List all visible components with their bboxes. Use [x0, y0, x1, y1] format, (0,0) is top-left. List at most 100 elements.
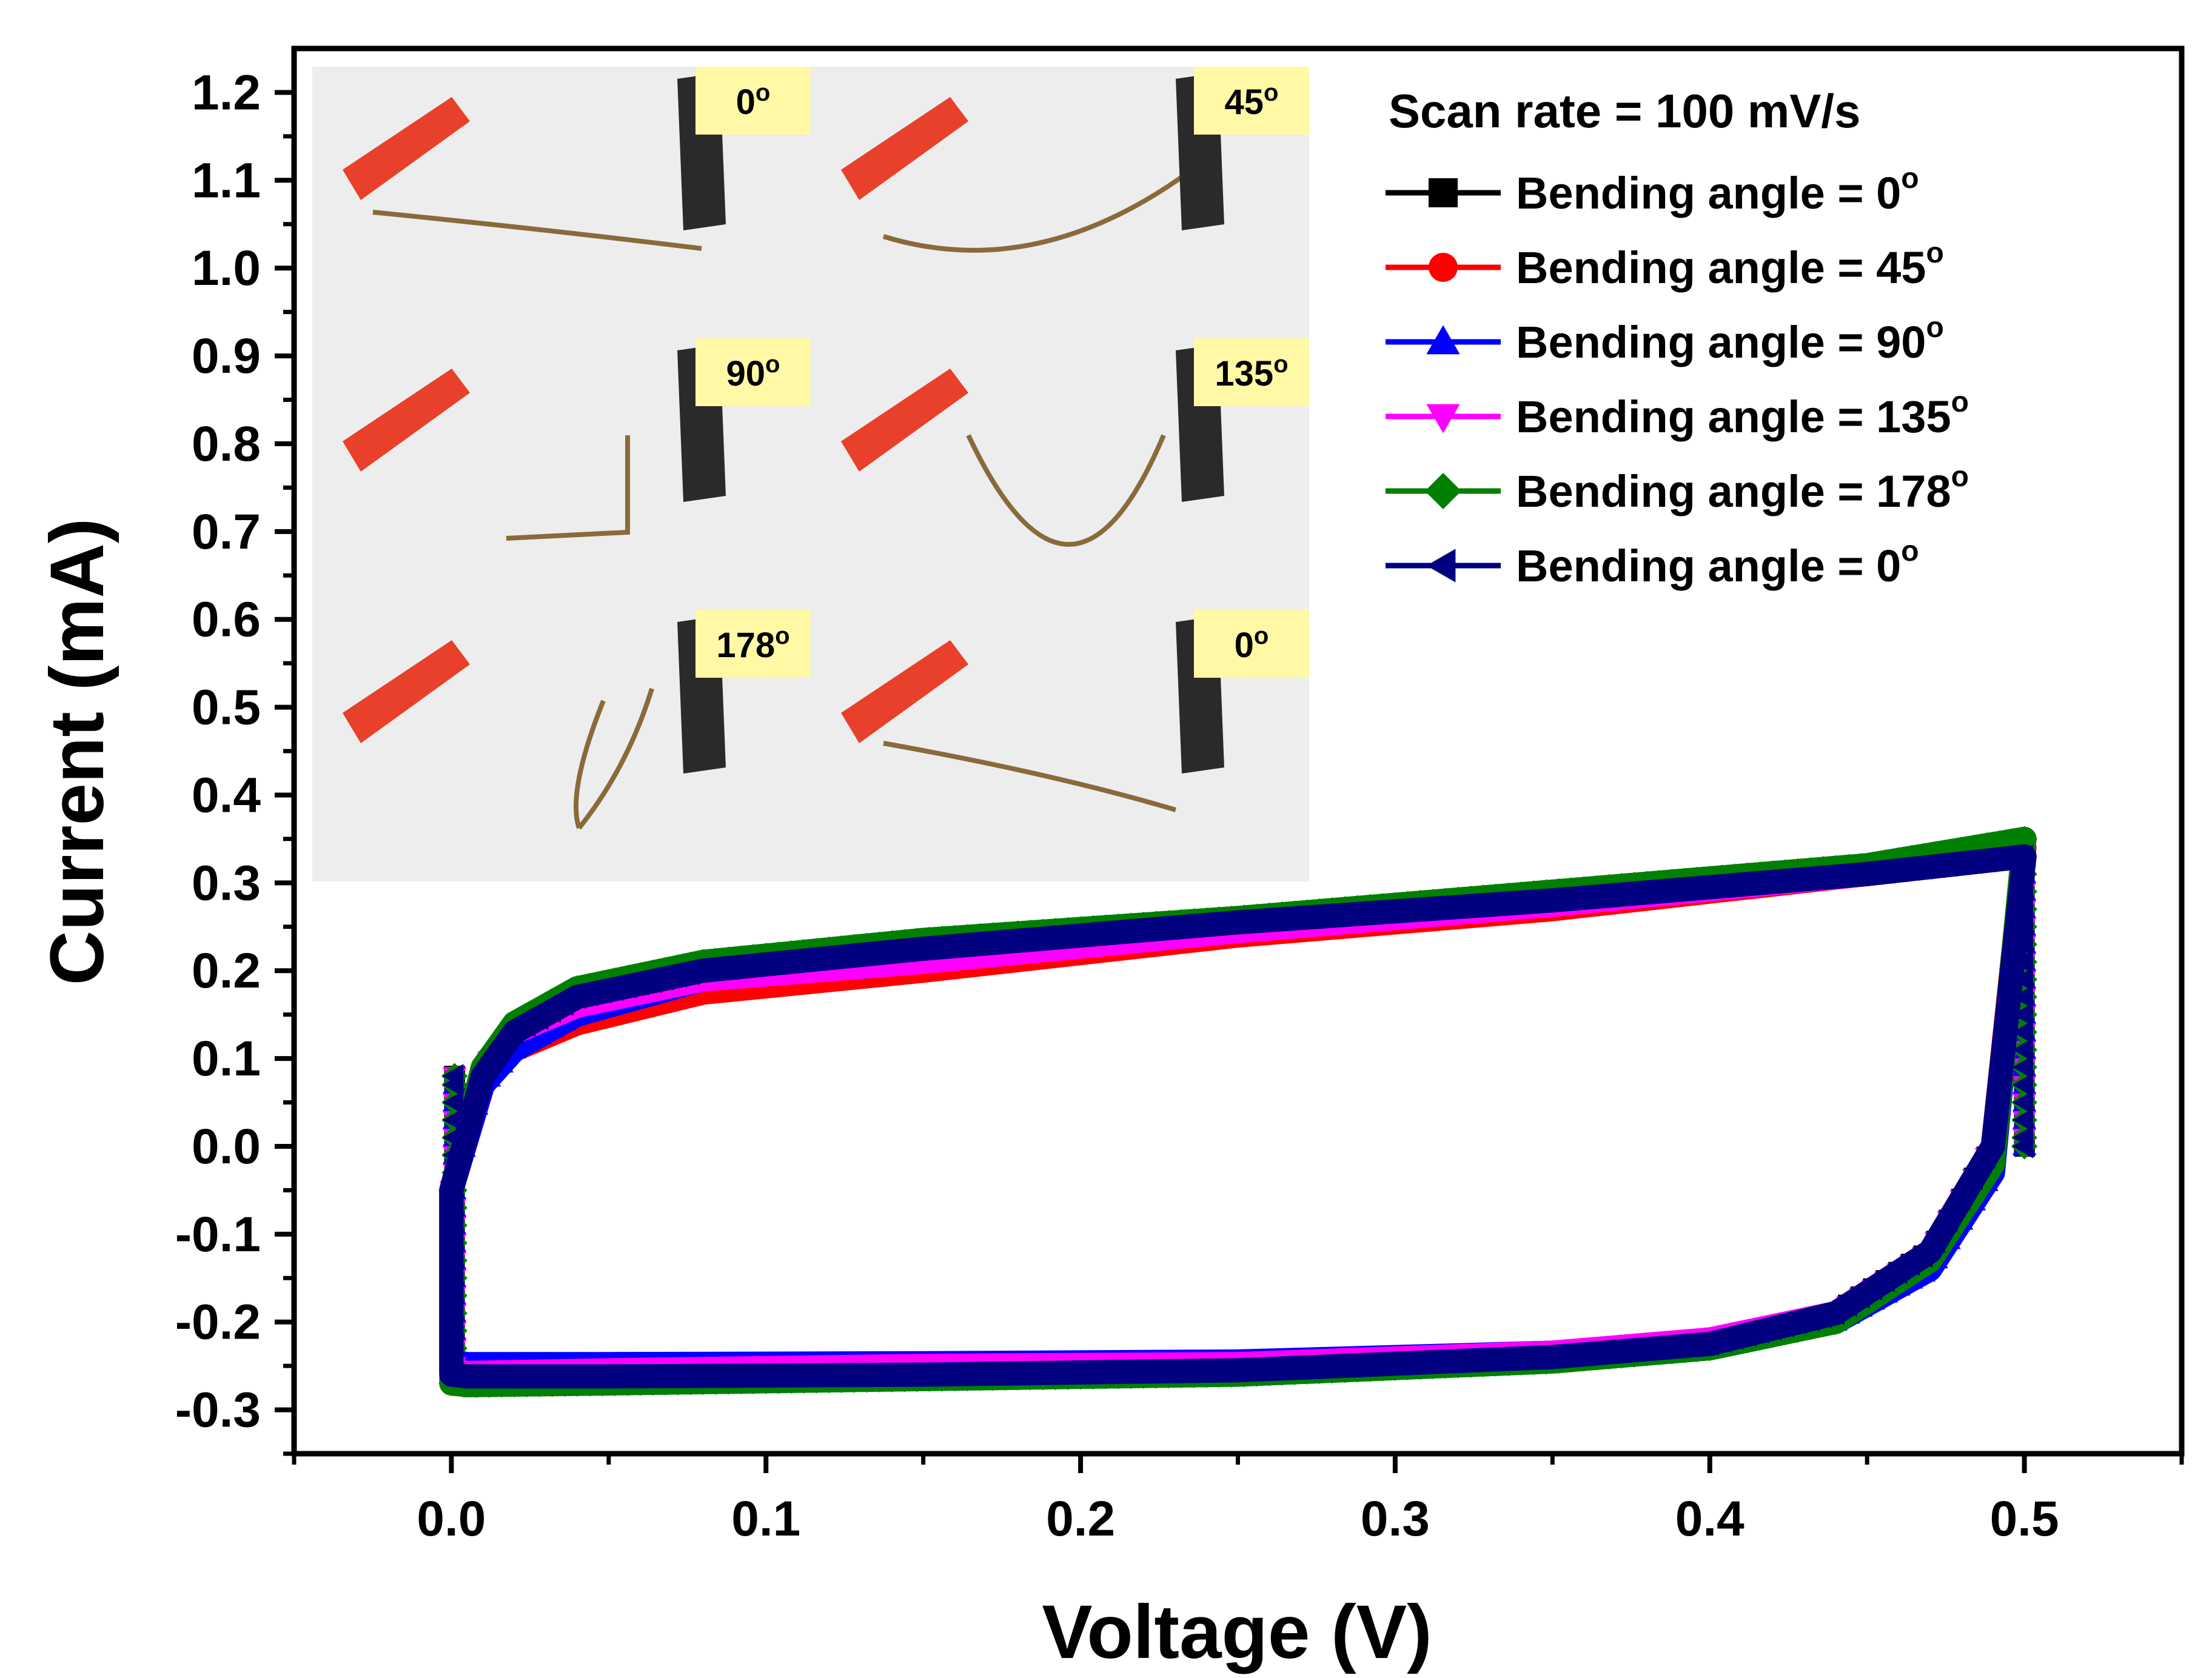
data-point: [1987, 1076, 2008, 1100]
data-point: [1609, 1339, 1631, 1363]
data-point: [1773, 869, 1794, 893]
data-point: [679, 961, 700, 986]
data-point: [1786, 1310, 1807, 1334]
data-point: [1899, 1252, 1920, 1276]
data-point: [515, 1364, 536, 1389]
data-point: [1295, 905, 1316, 930]
data-point: [1710, 1329, 1731, 1353]
wire-icon: [966, 434, 1166, 547]
y-tick-label: 0.7: [192, 504, 261, 560]
data-point: [842, 943, 863, 968]
data-point: [1723, 1326, 1744, 1350]
data-point: [1874, 1268, 1895, 1292]
red-clip-icon: [343, 97, 470, 200]
data-point: [1924, 1229, 1945, 1253]
y-tick-label: 0.8: [192, 416, 261, 472]
legend-marker: [1429, 253, 1458, 282]
data-point: [1496, 1347, 1518, 1371]
data-point: [464, 1087, 486, 1111]
data-point: [1156, 1359, 1178, 1383]
legend-item: Bending angle = 135o: [1386, 386, 1969, 442]
inset-photo: 45o: [811, 67, 1309, 338]
data-point: [443, 1248, 464, 1272]
data-point: [1245, 909, 1266, 933]
data-point: [741, 1363, 762, 1388]
data-point: [1823, 1301, 1845, 1325]
data-point: [1408, 1351, 1429, 1375]
data-point: [854, 942, 876, 966]
red-clip-icon: [343, 369, 470, 472]
data-point: [1333, 903, 1354, 927]
y-tick-label: -0.3: [175, 1383, 261, 1438]
legend-item: Bending angle = 45o: [1386, 237, 1944, 293]
data-point: [1182, 1359, 1203, 1383]
data-point: [1974, 849, 1996, 873]
data-point: [628, 1364, 649, 1388]
data-point: [1949, 851, 1971, 875]
data-point: [905, 1363, 926, 1387]
data-point: [1811, 866, 1832, 890]
legend-marker: [1425, 473, 1461, 509]
data-point: [1358, 1352, 1379, 1377]
data-point: [515, 1031, 539, 1052]
data-point: [1106, 1360, 1127, 1384]
data-point: [1597, 883, 1618, 908]
red-clip-icon: [841, 369, 968, 472]
legend-item: Bending angle = 178o: [1386, 461, 1969, 516]
data-point: [917, 1362, 939, 1387]
y-tick-label: 0.1: [192, 1031, 261, 1086]
data-point: [1056, 924, 1077, 949]
data-point: [1685, 1333, 1706, 1357]
data-point: [1081, 1360, 1102, 1385]
data-point: [1421, 1350, 1442, 1374]
data-point: [1811, 1304, 1832, 1328]
data-point: [716, 1363, 737, 1388]
legend-label: Bending angle = 178o: [1516, 461, 1969, 516]
data-point: [867, 1363, 888, 1387]
data-point: [729, 1363, 750, 1388]
data-point: [1219, 1358, 1241, 1383]
data-point: [1760, 1317, 1781, 1341]
x-tick-label: 0.1: [731, 1491, 800, 1546]
legend-label: Bending angle = 0o: [1516, 162, 1919, 218]
data-point: [1383, 899, 1404, 923]
data-point: [766, 1363, 788, 1388]
data-point: [1622, 1338, 1643, 1362]
data-point: [1647, 1336, 1669, 1360]
legend-marker: [1426, 549, 1456, 583]
wire-icon: [506, 435, 630, 541]
data-point: [1195, 1359, 1216, 1383]
data-point: [1421, 897, 1442, 921]
data-point: [540, 1364, 561, 1389]
data-point: [716, 956, 737, 980]
data-point: [993, 930, 1014, 954]
data-point: [1735, 872, 1757, 896]
data-point: [1584, 884, 1606, 909]
data-point: [867, 941, 888, 965]
data-point: [1068, 923, 1090, 948]
photo-label-box: [1194, 67, 1309, 135]
data-point: [703, 1363, 725, 1388]
data-point: [741, 954, 762, 978]
data-point: [1786, 867, 1807, 892]
data-point: [766, 951, 788, 975]
data-point: [1962, 1166, 1983, 1190]
data-point: [1547, 1345, 1568, 1369]
data-point: [1899, 857, 1920, 881]
data-point: [1195, 913, 1216, 937]
data-point: [980, 1362, 1002, 1386]
data-point: [603, 977, 624, 1001]
data-point: [603, 1364, 624, 1389]
data-point: [1962, 850, 1983, 874]
data-point: [1471, 893, 1492, 917]
data-point: [1710, 874, 1731, 898]
data-point: [628, 972, 649, 996]
data-point: [842, 1363, 863, 1387]
y-axis: -0.3 -0.2 -0.1 0.0 0.1 0.2 0.3 0.4 0.5 0.6 0.7 0.8 0…: [175, 65, 294, 1456]
data-point: [1672, 877, 1694, 901]
data-point: [791, 949, 813, 973]
data-point: [1333, 1354, 1354, 1378]
data-point: [703, 957, 725, 981]
data-point: [443, 1160, 464, 1185]
x-tick-label: 0.4: [1675, 1491, 1744, 1546]
